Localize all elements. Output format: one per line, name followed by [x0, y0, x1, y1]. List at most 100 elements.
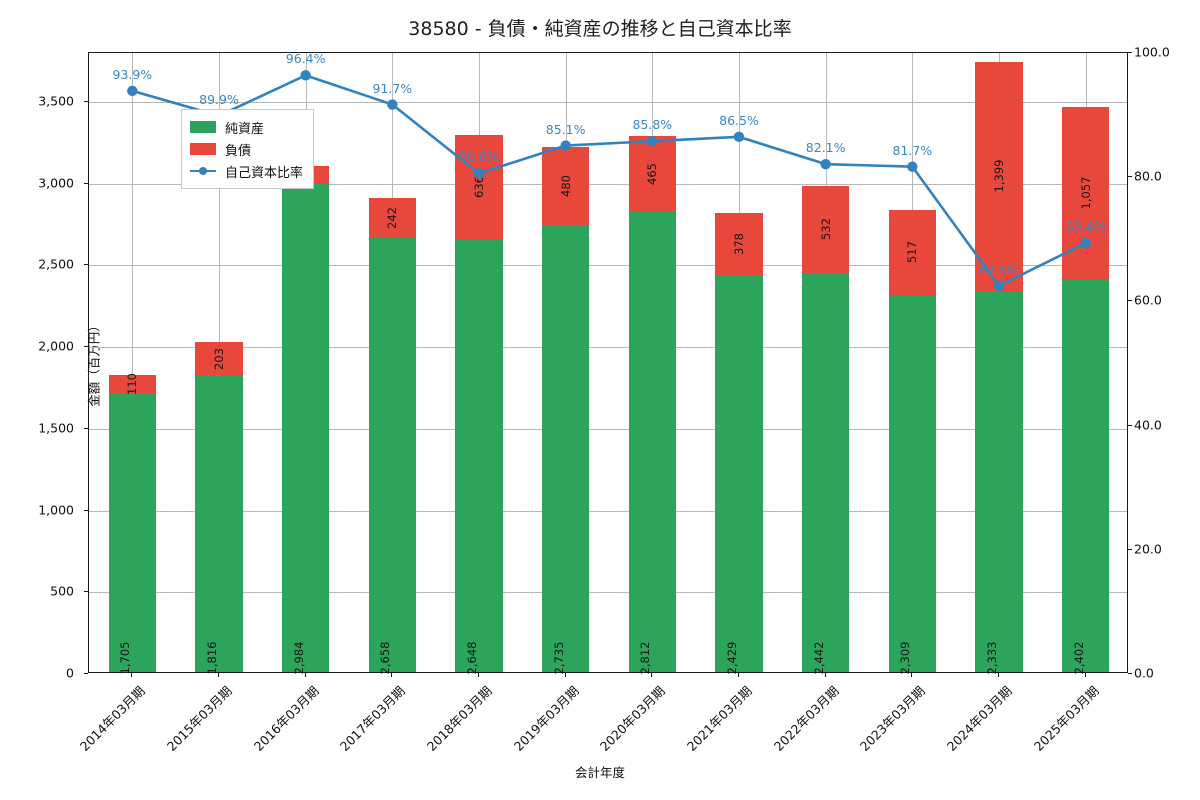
ratio-value-label: 91.7% — [372, 80, 413, 96]
x-axis-tick-label: 2020年03月期 — [597, 683, 669, 754]
ratio-value-label: 80.6% — [459, 149, 499, 165]
y-axis-left-tick-mark — [84, 427, 88, 429]
x-axis-tick-mark — [391, 673, 393, 677]
ratio-value-label: 85.1% — [545, 121, 586, 137]
stacked-bar[interactable]: 2,735 480 — [541, 146, 590, 674]
stacked-bar[interactable]: 2,309 517 — [888, 210, 937, 674]
x-axis-tick-mark — [1084, 673, 1086, 677]
bar-segment-equity[interactable]: 2,735 — [541, 225, 590, 674]
legend-label-equity: 純資産 — [225, 121, 265, 137]
bar-segment-liabilities[interactable]: 480 — [541, 146, 590, 226]
bar-segment-liabilities[interactable]: 1,399 — [975, 62, 1023, 291]
chart-legend[interactable]: 純資産 負債 自己資本比率 — [181, 109, 315, 189]
bar-segment-liabilities[interactable]: 636 — [455, 135, 503, 240]
y-axis-right-tick-label: 40.0 — [1134, 417, 1162, 433]
ratio-value-label: 96.4% — [285, 51, 326, 67]
stacked-bar[interactable]: 2,648 636 — [455, 135, 503, 674]
stacked-bar[interactable]: 2,429 378 — [715, 213, 763, 674]
ratio-data-point[interactable] — [907, 161, 918, 172]
y-axis-left-tick-label: 1,000 — [38, 502, 74, 518]
legend-swatch-red-icon — [190, 143, 216, 155]
y-axis-right-tick-label: 80.0 — [1134, 168, 1162, 184]
ratio-data-point[interactable] — [560, 140, 571, 151]
ratio-value-label: 85.8% — [632, 117, 673, 133]
stacked-bar[interactable]: 1,816 203 — [195, 342, 243, 674]
bar-segment-equity[interactable]: 2,309 — [888, 294, 937, 674]
ratio-data-point[interactable] — [820, 158, 831, 170]
x-axis-tick-label: 2024年03月期 — [943, 683, 1015, 754]
bar-segment-liabilities[interactable]: 465 — [628, 136, 677, 213]
y-axis-left-tick-label: 2,500 — [38, 256, 74, 272]
bar-segment-liabilities[interactable]: 110 — [108, 373, 157, 395]
y-axis-right-tick-mark — [1128, 548, 1132, 550]
gridline-horizontal — [89, 510, 1127, 512]
bar-segment-equity[interactable]: 2,812 — [628, 212, 677, 674]
ratio-data-point[interactable] — [733, 131, 745, 143]
stacked-bar[interactable]: 2,402 1,057 — [1061, 106, 1110, 674]
plot-area: 金額（百万円） 1,7051101,8162032,9841112,658242… — [86, 51, 1128, 674]
bar-segment-equity[interactable]: 2,984 — [281, 184, 330, 674]
x-axis-tick-mark — [478, 673, 479, 677]
y-axis-right-tick-label: 20.0 — [1134, 541, 1162, 557]
y-axis-right-tick-mark — [1128, 424, 1132, 426]
gridline-horizontal — [89, 347, 1127, 349]
ratio-data-point[interactable] — [473, 168, 485, 179]
bar-segment-liabilities[interactable]: 532 — [801, 186, 850, 273]
legend-swatch-green-icon — [190, 121, 216, 133]
bar-segment-equity[interactable]: 1,816 — [195, 375, 243, 674]
legend-item-liabilities[interactable]: 負債 — [190, 138, 303, 160]
ratio-data-point[interactable] — [127, 85, 138, 97]
y-axis-right-tick-label: 100.0 — [1134, 44, 1170, 60]
x-axis-tick-label: 2019年03月期 — [510, 683, 582, 754]
x-axis-tick-label: 2017年03月期 — [337, 683, 409, 754]
bar-segment-liabilities[interactable]: 517 — [888, 210, 937, 295]
ratio-value-label: 69.4% — [1065, 219, 1106, 235]
y-axis-left-tick-mark — [84, 346, 88, 348]
gridline-horizontal — [89, 592, 1127, 594]
x-axis-tick-label: 2025年03月期 — [1030, 683, 1102, 754]
x-axis-title: 会計年度 — [574, 765, 625, 780]
bar-segment-equity[interactable]: 2,429 — [715, 275, 763, 674]
x-axis-tick-mark — [131, 673, 133, 677]
bar-segment-equity[interactable]: 2,402 — [1061, 279, 1110, 674]
bar-segment-equity[interactable]: 2,648 — [455, 239, 503, 674]
bar-segment-equity[interactable]: 1,705 — [108, 393, 157, 674]
legend-item-equity[interactable]: 純資産 — [190, 116, 303, 138]
bar-segment-equity[interactable]: 2,333 — [975, 290, 1023, 674]
ratio-data-point[interactable] — [1080, 237, 1091, 249]
bar-segment-liabilities[interactable]: 242 — [368, 198, 417, 238]
y-axis-left-tick-label: 500 — [50, 583, 74, 599]
y-axis-right-tick-mark — [1128, 300, 1132, 302]
stacked-bar[interactable]: 2,333 1,399 — [975, 62, 1023, 674]
ratio-data-point[interactable] — [300, 70, 311, 81]
y-axis-right-tick-mark — [1128, 673, 1132, 674]
stacked-bar[interactable]: 2,812 465 — [628, 136, 677, 674]
ratio-line-path — [131, 74, 1087, 288]
y-axis-right-tick-label: 60.0 — [1134, 292, 1162, 308]
bar-segment-equity[interactable]: 2,658 — [368, 237, 417, 674]
stacked-bar[interactable]: 2,984111 — [281, 164, 330, 674]
legend-swatch-line-icon — [190, 165, 216, 177]
x-axis-tick-mark — [738, 673, 739, 677]
bar-segment-equity[interactable]: 2,442 — [801, 272, 850, 674]
gridline-vertical — [132, 53, 134, 672]
bar-segment-liabilities[interactable]: 378 — [715, 213, 763, 276]
x-axis-tick-label: 2021年03月期 — [683, 683, 755, 754]
bar-segment-liabilities[interactable]: 203 — [195, 342, 243, 376]
page-title: 38580 - 負債・純資産の推移と自己資本比率 — [408, 18, 792, 40]
x-axis-tick-label: 2023年03月期 — [857, 683, 929, 754]
stacked-bar[interactable]: 2,658 242 — [368, 198, 417, 674]
ratio-value-label: 82.1% — [805, 140, 846, 156]
ratio-data-point[interactable] — [993, 280, 1005, 292]
legend-item-equity-ratio[interactable]: 自己資本比率 — [190, 160, 303, 182]
gridline-horizontal — [89, 428, 1127, 430]
ratio-data-point[interactable] — [387, 99, 398, 110]
stacked-bar[interactable]: 2,442 532 — [801, 186, 850, 674]
ratio-value-label: 81.7% — [892, 142, 933, 158]
y-axis-left-tick-mark — [84, 182, 88, 184]
stacked-bar[interactable]: 1,705 110 — [108, 373, 157, 674]
ratio-data-point[interactable] — [647, 135, 658, 147]
